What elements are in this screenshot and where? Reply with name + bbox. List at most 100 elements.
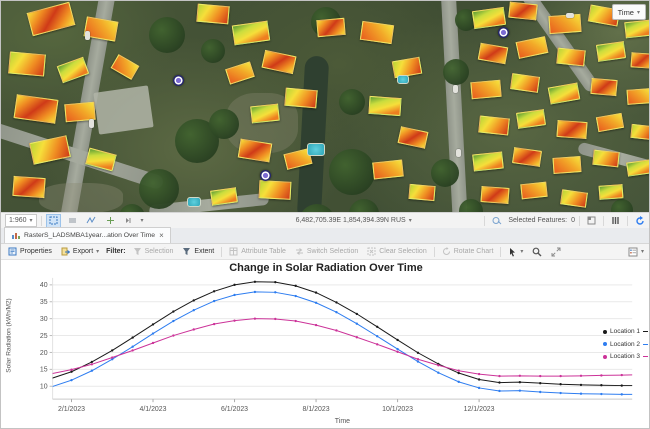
full-extent-button[interactable] <box>549 246 563 258</box>
data-point <box>90 363 94 366</box>
data-point <box>253 280 257 284</box>
series-lines[interactable] <box>30 280 644 396</box>
properties-button[interactable]: Properties <box>6 246 54 257</box>
y-tick-label: 40 <box>40 282 48 289</box>
plus-icon[interactable] <box>103 214 118 228</box>
y-tick-label: 15 <box>40 367 48 374</box>
roof-solar-raster <box>110 54 140 80</box>
chart-tab[interactable]: RasterS_LADSMBA1year...ation Over Time × <box>4 227 171 243</box>
roof-solar-raster <box>258 180 292 200</box>
zoom-mode-button[interactable] <box>530 246 544 258</box>
data-point <box>600 374 603 377</box>
separator <box>484 215 486 226</box>
tree <box>339 89 365 115</box>
data-point <box>50 377 52 379</box>
map-coordinates[interactable]: 6,482,705.39E 1,854,394.39N RUS ▾ <box>292 214 416 227</box>
roof-solar-raster <box>470 79 502 100</box>
chevron-down-icon: ▾ <box>96 249 100 255</box>
roof-solar-raster <box>556 119 588 140</box>
clear-selection-button[interactable]: Clear Selection <box>365 246 428 257</box>
series-line-location-1 <box>52 281 633 387</box>
columns-icon[interactable] <box>608 214 623 228</box>
map-view[interactable]: Time ▾ <box>1 1 649 212</box>
x-axis-label: Time <box>335 418 350 425</box>
separator <box>603 215 604 226</box>
legend-label: Location 3 <box>610 353 640 360</box>
legend-item[interactable]: Location 1 <box>603 328 648 335</box>
switch-selection-icon <box>295 248 303 255</box>
roof-solar-raster <box>598 184 624 200</box>
location-marker[interactable] <box>260 170 271 181</box>
data-point <box>620 384 623 387</box>
car <box>85 31 90 40</box>
data-point <box>559 383 562 386</box>
tree <box>139 169 179 209</box>
filter-extent-button[interactable]: Extent <box>180 246 216 257</box>
time-button[interactable]: Time ▾ <box>611 4 646 20</box>
filter-extent-label: Extent <box>194 248 215 255</box>
data-point <box>620 393 623 396</box>
parking-lot <box>93 85 154 135</box>
chevron-down-icon: ▾ <box>520 249 524 255</box>
attribute-table-button[interactable]: Attribute Table <box>227 246 288 257</box>
roof-solar-raster <box>368 95 402 117</box>
legend-label: Location 1 <box>610 328 640 335</box>
snapping-icon[interactable] <box>84 214 99 228</box>
legend-item[interactable]: Location 3 <box>603 353 648 360</box>
chevron-down-icon[interactable]: ▾ <box>140 218 144 224</box>
select-rectangle-icon[interactable] <box>45 213 61 228</box>
legend-dot <box>603 342 607 346</box>
roof-solar-raster <box>516 109 546 129</box>
solar-chart-plot[interactable]: 10 15 20 25 30 35 40 2/1/2023 4/1/2023 6/1/2023 8/… <box>1 260 650 429</box>
roof-solar-raster <box>316 17 346 38</box>
data-point <box>335 301 338 304</box>
refresh-icon[interactable] <box>632 214 647 228</box>
roof-solar-raster <box>397 126 429 149</box>
magnifier-icon <box>533 247 542 256</box>
chart-panel: Change in Solar Radiation Over Time Sola… <box>1 260 650 429</box>
series-line-location-3 <box>52 318 633 377</box>
data-point <box>70 368 73 371</box>
data-point <box>131 349 134 352</box>
roof-solar-raster <box>408 183 436 202</box>
data-point <box>579 383 583 387</box>
layers-icon[interactable] <box>65 214 80 228</box>
map-scale-combo[interactable]: 1:960 ▾ <box>5 214 37 227</box>
pointer-mode-button[interactable]: ▾ <box>506 246 525 258</box>
flash-icon[interactable] <box>122 214 137 228</box>
data-point <box>274 317 277 321</box>
filter-selection-button[interactable]: Selection <box>131 246 176 257</box>
location-marker[interactable] <box>498 27 509 38</box>
selected-features-count: 0 <box>571 217 575 224</box>
data-point <box>192 309 195 312</box>
location-marker[interactable] <box>173 75 184 86</box>
data-point <box>90 360 94 364</box>
tree <box>443 59 469 85</box>
switch-selection-button[interactable]: Switch Selection <box>293 246 360 257</box>
data-point <box>376 343 379 346</box>
rotate-chart-button[interactable]: Rotate Chart <box>440 246 496 257</box>
y-tick-label: 25 <box>40 333 48 340</box>
x-tick-label: 2/1/2023 <box>58 406 85 413</box>
data-point <box>111 358 114 361</box>
close-icon[interactable]: × <box>159 230 164 240</box>
y-tick-label: 10 <box>40 384 48 391</box>
chevron-down-icon: ▾ <box>29 218 33 224</box>
data-point <box>90 369 94 372</box>
separator <box>433 246 435 257</box>
overlay-icon[interactable] <box>584 214 599 228</box>
data-point <box>600 384 603 387</box>
export-button[interactable]: Export ▾ <box>59 246 101 257</box>
data-point <box>620 373 623 377</box>
roof-solar-raster <box>552 156 582 174</box>
roof-solar-raster <box>372 159 404 180</box>
coordinates-value: 6,482,705.39E 1,854,394.39N RUS <box>295 217 406 224</box>
tree <box>455 9 477 31</box>
legend-item[interactable]: Location 2 <box>603 341 648 348</box>
data-point <box>457 371 460 375</box>
selected-features-label: Selected Features: <box>508 217 568 224</box>
roof-solar-raster <box>626 159 649 177</box>
chart-contents-button[interactable]: ▾ <box>626 246 646 258</box>
export-icon <box>61 247 70 256</box>
